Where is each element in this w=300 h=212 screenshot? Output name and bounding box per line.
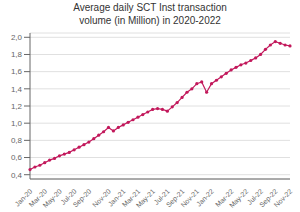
svg-text:Jul-20: Jul-20	[59, 187, 78, 206]
svg-text:Nov-20: Nov-20	[91, 187, 112, 209]
svg-text:Jul-22: Jul-22	[245, 187, 265, 206]
svg-text:0,4: 0,4	[11, 171, 23, 180]
svg-text:2,0: 2,0	[11, 33, 23, 42]
html-text:Average daily SCT Inst transac: Average daily SCT Inst transaction volum…	[73, 2, 227, 26]
svg-text:Sep-21: Sep-21	[164, 187, 186, 209]
svg-text:Sep-22: Sep-22	[257, 187, 279, 209]
svg-text:Mar-20: Mar-20	[27, 187, 49, 209]
svg-text:Jan-20: Jan-20	[13, 187, 34, 208]
svg-text:1,2: 1,2	[11, 102, 23, 111]
svg-text:1,4: 1,4	[11, 85, 23, 94]
svg-text:1,6: 1,6	[11, 67, 23, 76]
svg-text:Nov-21: Nov-21	[179, 187, 201, 209]
svg-text:0,6: 0,6	[11, 153, 23, 162]
svg-text:Jul-21: Jul-21	[152, 187, 171, 206]
svg-text:May-20: May-20	[41, 187, 63, 209]
svg-text:Sep-20: Sep-20	[71, 188, 93, 210]
svg-text:0,8: 0,8	[11, 136, 23, 145]
svg-text:1,8: 1,8	[11, 50, 23, 59]
svg-text:Nov-22: Nov-22	[273, 188, 292, 209]
svg-text:Jan-21: Jan-21	[106, 187, 127, 208]
svg-text:Jan-22: Jan-22	[195, 188, 215, 208]
svg-text:Mar-21: Mar-21	[120, 187, 142, 209]
svg-text:1,0: 1,0	[11, 119, 23, 128]
svg-text:Mar-22: Mar-22	[214, 187, 235, 209]
svg-text:May-21: May-21	[134, 187, 157, 209]
svg-text:May-22: May-22	[227, 187, 250, 209]
